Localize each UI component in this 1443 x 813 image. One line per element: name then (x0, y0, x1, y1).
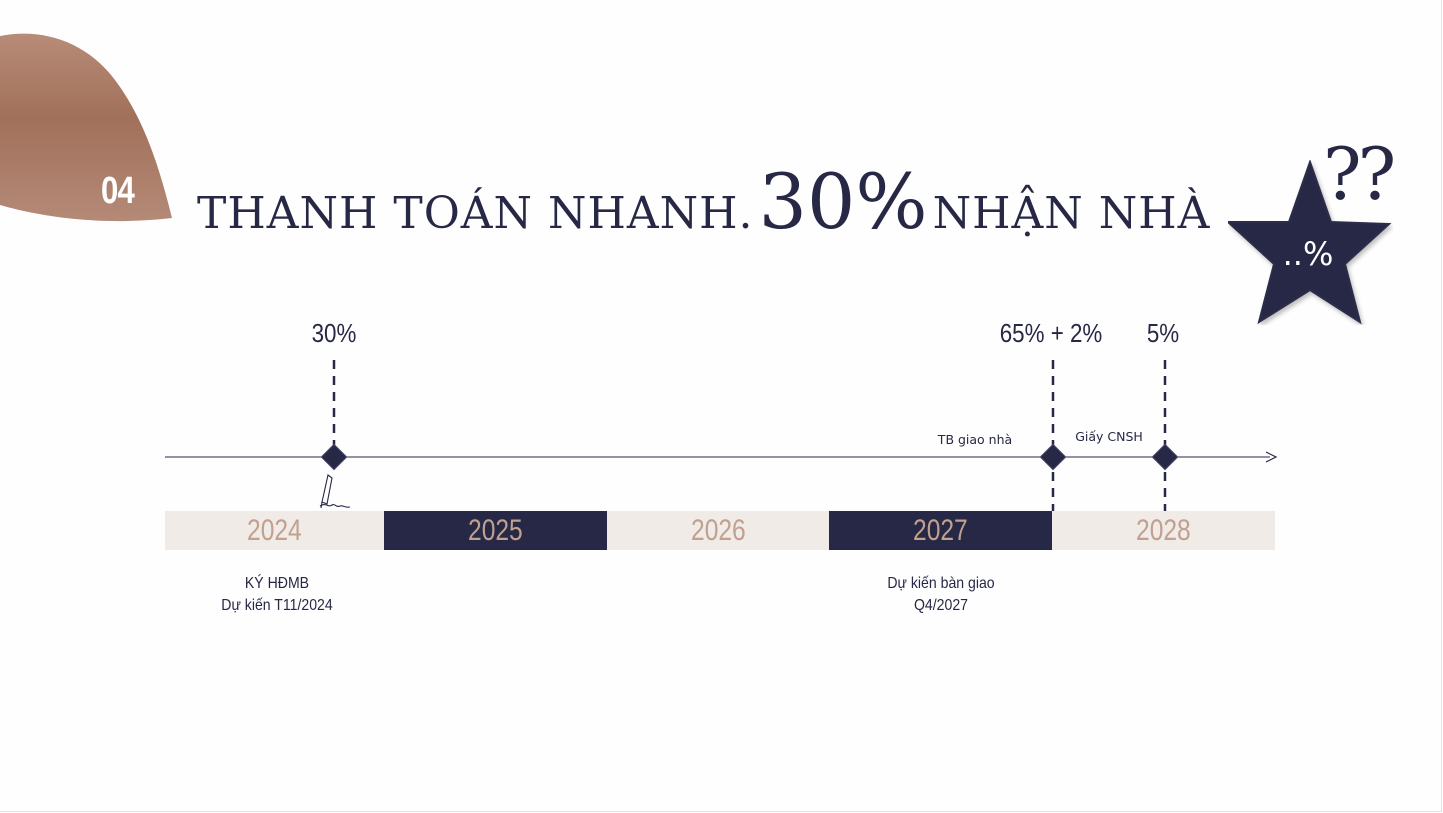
milestone-label-cnsh: Giấy CNSH (1075, 429, 1143, 444)
year-cell-2028: 2028 (1052, 511, 1275, 550)
milestone-diamond-1 (320, 443, 348, 471)
title-part1: THANH TOÁN NHANH. (197, 188, 754, 239)
note-handover-line1: Dự kiến bàn giao (887, 575, 995, 592)
section-leaf-shape (0, 33, 172, 222)
note-contract-line2: Dự kiến T11/2024 (221, 597, 333, 614)
page-title: THANH TOÁN NHANH. 30% NHẬN NHÀ (197, 157, 1210, 246)
note-contract-line1: KÝ HĐMB (244, 575, 310, 592)
milestone-percent-1: 30% (311, 318, 357, 348)
question-marks: ?? (1323, 132, 1396, 216)
year-cell-2025: 2025 (384, 511, 607, 550)
note-contract: KÝ HĐMB Dự kiến T11/2024 (214, 573, 341, 617)
year-cell-2027: 2027 (829, 511, 1052, 550)
milestone-diamond-3 (1151, 443, 1179, 471)
milestone-label-handover: TB giao nhà (937, 432, 1013, 447)
note-handover: Dự kiến bàn giao Q4/2027 (880, 573, 1002, 617)
section-number: 04 (101, 170, 135, 212)
milestone-diamond-2 (1039, 443, 1067, 471)
milestone-percent-3: 5% (1146, 318, 1180, 348)
signature-icon (319, 474, 351, 509)
year-cell-2026: 2026 (607, 511, 829, 550)
star-icon (1228, 160, 1392, 325)
star-badge-text: ..% (1282, 235, 1334, 273)
title-part2: NHẬN NHÀ (932, 188, 1211, 239)
milestone-percent-2: 65% + 2% (999, 318, 1103, 348)
note-handover-line2: Q4/2027 (913, 597, 969, 614)
year-cell-2024: 2024 (165, 511, 384, 550)
title-percent: 30% (758, 157, 928, 246)
arrow-right-icon (1265, 451, 1278, 463)
